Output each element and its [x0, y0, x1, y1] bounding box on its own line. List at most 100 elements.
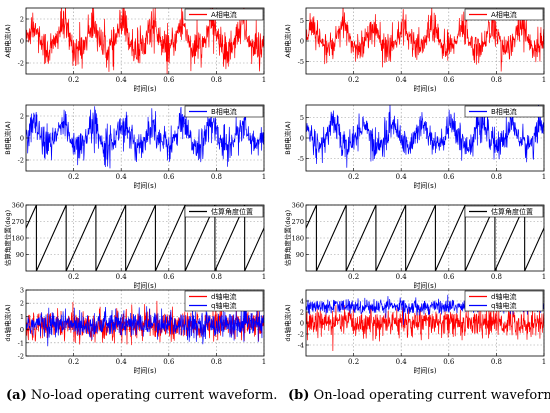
chart-b4: 0.2 0.4 0.6 0.8 1 -4 -2 0 2 4 时间(s) dq轴电流(A) d轴电流q轴电…	[283, 289, 546, 375]
x-tick-label: 0.6	[443, 358, 455, 366]
series-line	[26, 299, 264, 347]
y-axis-label: A相电流(A)	[283, 24, 292, 57]
y-tick-label: 1	[20, 313, 24, 321]
y-tick-label: 2	[20, 113, 24, 121]
y-tick-label: 0	[20, 135, 24, 143]
x-tick-label: 0.4	[396, 76, 408, 84]
x-tick-label: 0.4	[116, 173, 128, 181]
x-tick-label: 0.8	[211, 76, 222, 84]
x-tick-label: 0.2	[348, 273, 359, 281]
x-tick-label: 0.8	[211, 173, 222, 181]
y-tick-label: 0	[20, 326, 24, 334]
x-tick-label: 1	[262, 358, 266, 366]
x-tick-label: 0.8	[491, 358, 502, 366]
y-axis-label: 估算角度位置(deg)	[283, 210, 292, 266]
x-axis-label: 时间(s)	[133, 181, 156, 190]
y-axis-label: dq轴电流(A)	[3, 304, 12, 341]
x-tick-label: 0.2	[348, 358, 359, 366]
x-tick-label: 1	[262, 173, 266, 181]
caption-a: (a) No-load operating current waveform.	[6, 388, 277, 403]
caption-b: (b) On-load operating current waveform.	[288, 388, 550, 403]
x-tick-label: 0.4	[116, 273, 128, 281]
chart-a2: 0.2 0.4 0.6 0.8 1 -2 0 2 时间(s) B相电流(A) B相电流	[3, 104, 266, 190]
y-tick-label: 5	[300, 17, 304, 25]
x-tick-label: 0.8	[211, 358, 222, 366]
x-axis-label: 时间(s)	[413, 84, 436, 93]
y-tick-label: 90	[16, 251, 24, 259]
y-tick-label: 360	[12, 202, 24, 210]
legend	[184, 205, 264, 218]
x-tick-label: 0.2	[68, 76, 79, 84]
x-axis-label: 时间(s)	[413, 366, 436, 375]
y-tick-label: 180	[292, 235, 304, 243]
legend	[184, 105, 264, 118]
x-tick-label: 0.2	[68, 273, 79, 281]
x-tick-label: 0.6	[443, 273, 455, 281]
x-tick-label: 0.8	[491, 273, 502, 281]
x-tick-label: 0.2	[348, 76, 359, 84]
x-tick-label: 0.6	[443, 76, 455, 84]
legend-label: q轴电流	[491, 301, 516, 310]
series-line	[26, 205, 264, 271]
legend-label: d轴电流	[211, 292, 236, 301]
legend-label: B相电流	[491, 107, 517, 116]
y-axis-label: dq轴电流(A)	[283, 304, 292, 341]
y-tick-label: 270	[12, 218, 24, 226]
x-axis-label: 时间(s)	[413, 181, 436, 190]
x-tick-label: 0.8	[491, 76, 502, 84]
y-tick-label: 4	[300, 298, 304, 306]
y-tick-label: 270	[292, 218, 304, 226]
x-tick-label: 1	[542, 173, 546, 181]
series-line	[306, 8, 544, 72]
y-tick-label: -5	[298, 155, 304, 163]
caption-b-text: On-load operating current waveform.	[313, 388, 550, 403]
legend	[464, 205, 544, 218]
x-tick-label: 0.2	[68, 173, 79, 181]
y-tick-label: 360	[292, 202, 304, 210]
y-tick-label: -2	[18, 353, 24, 361]
y-tick-label: -2	[18, 60, 24, 68]
y-axis-label: 估算角度位置(deg)	[3, 210, 12, 266]
x-tick-label: 0.4	[396, 273, 408, 281]
x-tick-label: 0.6	[163, 273, 175, 281]
legend-label: 估算角度位置	[491, 207, 533, 216]
caption-a-tag: (a)	[6, 388, 27, 403]
y-axis-label: B相电流(A)	[3, 121, 12, 154]
x-tick-label: 0.2	[348, 173, 359, 181]
x-tick-label: 0.6	[163, 76, 175, 84]
caption-b-tag: (b)	[288, 388, 310, 403]
x-axis-label: 时间(s)	[133, 84, 156, 93]
x-tick-label: 0.4	[116, 76, 128, 84]
y-tick-label: 0	[300, 135, 304, 143]
series-line	[26, 106, 264, 169]
chart-a1: 0.2 0.4 0.6 0.8 1 -2 0 2 时间(s) A相电流(A) A相电流	[3, 7, 266, 93]
legend-label: q轴电流	[211, 301, 236, 310]
x-tick-label: 0.6	[443, 173, 455, 181]
legend	[464, 105, 544, 118]
legend-label: d轴电流	[491, 292, 516, 301]
chart-a4: 0.2 0.4 0.6 0.8 1 -2 -1 0 1 2 3 时间(s) dq轴电流(A) d轴电流q轴…	[3, 287, 266, 376]
legend-label: B相电流	[211, 107, 237, 116]
x-tick-label: 0.8	[211, 273, 222, 281]
y-tick-label: -5	[298, 58, 304, 66]
series-line	[306, 303, 544, 352]
x-axis-label: 时间(s)	[133, 281, 156, 290]
chart-b2: 0.2 0.4 0.6 0.8 1 -5 0 5 时间(s) B相电流(A) B相电流	[283, 104, 546, 190]
legend	[184, 8, 264, 21]
y-tick-label: 3	[20, 287, 24, 295]
y-tick-label: 0	[20, 38, 24, 46]
x-tick-label: 0.4	[116, 358, 128, 366]
legend-label: 估算角度位置	[211, 207, 253, 216]
x-tick-label: 1	[542, 273, 546, 281]
plot-frame	[25, 289, 265, 357]
legend-label: A相电流	[491, 10, 517, 19]
series-line	[306, 205, 544, 271]
x-tick-label: 0.6	[163, 173, 175, 181]
y-tick-label: 2	[20, 16, 24, 24]
y-tick-label: 90	[296, 251, 304, 259]
chart-a3: 0.2 0.4 0.6 0.8 1 90 180 270 360 时间(s) 估算角度位置(deg)…	[3, 202, 266, 291]
x-tick-label: 1	[542, 76, 546, 84]
x-axis-label: 时间(s)	[133, 366, 156, 375]
y-tick-label: -2	[298, 331, 304, 339]
x-tick-label: 0.2	[68, 358, 79, 366]
